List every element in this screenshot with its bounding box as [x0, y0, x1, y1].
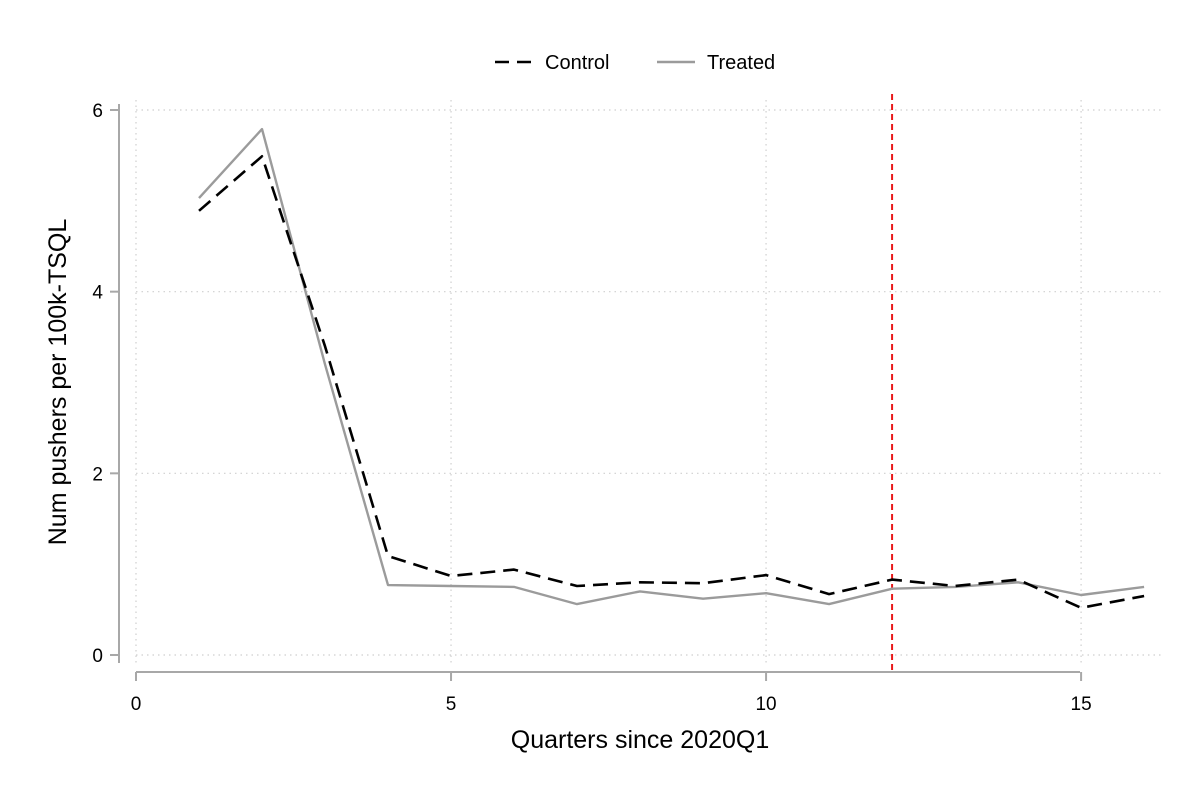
axes: 0 2 4 6 0 5 10 15 — [92, 101, 1091, 715]
legend-item-control: Control — [495, 52, 609, 74]
grid-lines — [135, 100, 1163, 663]
y-axis-title: Num pushers per 100k-TSQL — [44, 219, 72, 546]
legend-label: Control — [545, 52, 609, 74]
series-layer — [198, 127, 1145, 610]
x-tick-label: 0 — [131, 694, 142, 715]
legend: Control Treated — [495, 52, 775, 74]
series-line-treated — [198, 127, 1145, 606]
x-axis-title: Quarters since 2020Q1 — [511, 726, 769, 754]
y-tick-label: 2 — [92, 464, 103, 485]
legend-item-treated: Treated — [657, 52, 775, 74]
x-tick-label: 5 — [446, 694, 457, 715]
y-tick-label: 0 — [92, 646, 103, 667]
legend-label: Treated — [707, 52, 775, 74]
y-tick-label: 6 — [92, 101, 103, 122]
x-tick-label: 10 — [755, 694, 776, 715]
y-tick-label: 4 — [92, 283, 103, 304]
x-tick-label: 15 — [1071, 694, 1092, 715]
series-line-control — [198, 155, 1145, 610]
